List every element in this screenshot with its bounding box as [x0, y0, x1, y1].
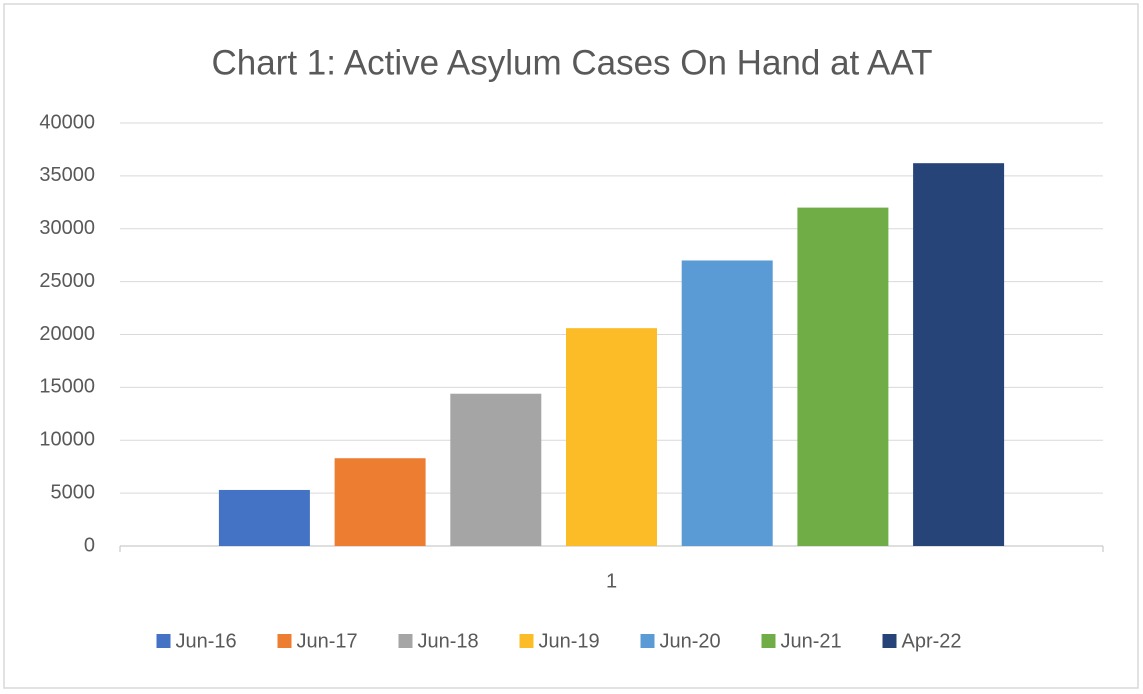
y-tick-label: 25000: [39, 270, 95, 292]
legend-swatch: [519, 634, 534, 648]
legend-label: Jun-19: [539, 630, 600, 652]
bar: [334, 458, 426, 546]
legend-label: Jun-16: [176, 630, 237, 652]
bar: [218, 489, 310, 546]
legend-label: Jun-21: [781, 630, 842, 652]
legend-swatch: [640, 634, 655, 648]
bar: [797, 207, 889, 546]
x-tick-label: 1: [606, 570, 617, 592]
bar: [450, 393, 542, 546]
y-tick-label: 20000: [39, 323, 95, 345]
legend-swatch: [277, 634, 292, 648]
legend-label: Jun-20: [660, 630, 721, 652]
bar: [913, 163, 1005, 546]
legend-label: Jun-18: [418, 630, 479, 652]
bar: [566, 328, 657, 546]
y-tick-label: 10000: [39, 429, 95, 451]
y-tick-label: 0: [84, 534, 95, 556]
legend-swatch: [761, 634, 776, 648]
y-tick-label: 40000: [39, 111, 95, 133]
legend-label: Jun-17: [297, 630, 358, 652]
y-tick-label: 5000: [51, 481, 96, 503]
y-tick-label: 30000: [39, 217, 95, 239]
legend-swatch: [882, 634, 897, 648]
bar: [681, 260, 773, 546]
legend-label: Apr-22: [902, 630, 962, 652]
legend-swatch: [398, 634, 413, 648]
y-tick-label: 35000: [39, 164, 95, 186]
legend-swatch: [156, 634, 171, 648]
chart-title: Chart 1: Active Asylum Cases On Hand at …: [211, 43, 932, 82]
y-tick-label: 15000: [39, 376, 95, 398]
